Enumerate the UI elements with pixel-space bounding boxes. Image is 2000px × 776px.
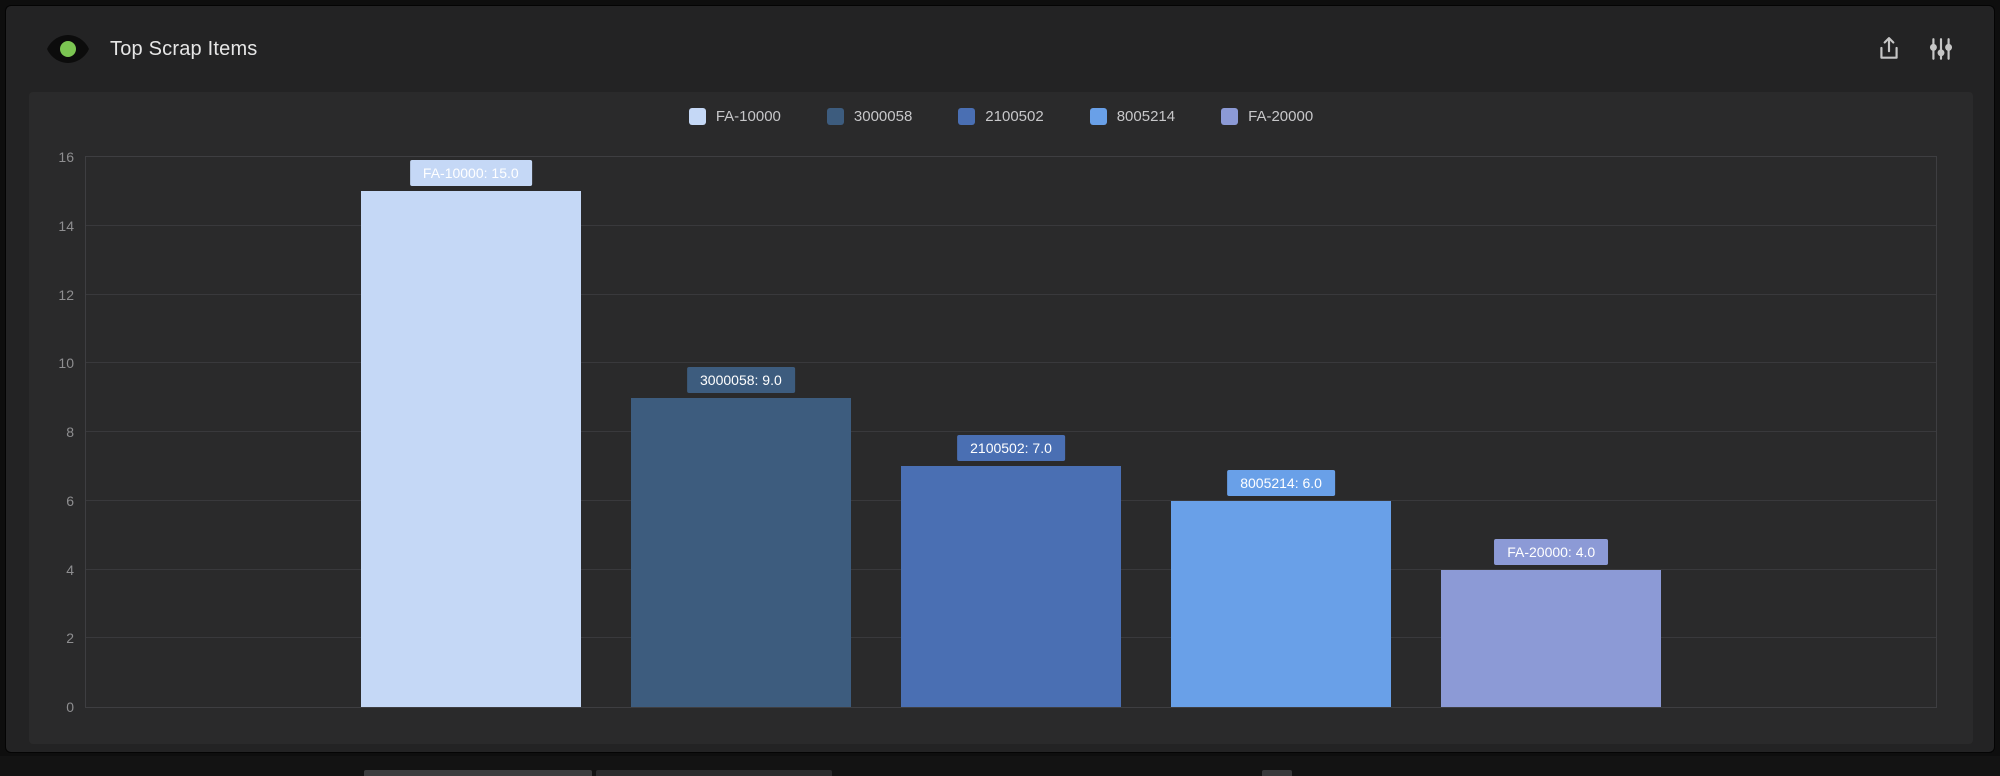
gridline <box>86 362 1936 364</box>
legend-label: FA-10000 <box>715 108 781 125</box>
header-actions <box>1874 34 1956 64</box>
cropped-element-edge <box>596 770 832 776</box>
export-icon <box>1880 37 1898 59</box>
bar-value-label: FA-10000: 15.0 <box>409 160 532 187</box>
chart-widget-window: Top Scrap Items FA-10000 3000058 2100502 80… <box>5 5 1995 753</box>
plot-area: 0 2 4 6 8 10 12 14 16 FA-10000: 15.0 3000058: 9.0 2… <box>58 149 1937 715</box>
widget-title: Top Scrap Items <box>110 37 258 60</box>
legend-item-FA-10000[interactable]: FA-10000 <box>688 108 781 125</box>
gridline <box>86 224 1936 226</box>
cropped-element-edge <box>1262 770 1292 776</box>
bar-value-label: 2100502: 7.0 <box>957 435 1065 462</box>
y-axis-tick-label: 14 <box>58 217 74 234</box>
legend-label: 2100502 <box>985 108 1044 125</box>
export-button[interactable] <box>1874 34 1904 64</box>
legend-item-2100502[interactable]: 2100502 <box>958 108 1044 125</box>
gridline <box>86 293 1936 295</box>
chart-card: FA-10000 3000058 2100502 8005214 FA-20000 0 2… <box>29 92 1973 744</box>
legend-swatch <box>688 108 706 125</box>
bar-2100502[interactable] <box>900 466 1122 707</box>
eye-icon <box>47 35 89 63</box>
legend-item-3000058[interactable]: 3000058 <box>826 108 913 125</box>
legend-swatch <box>1221 108 1239 125</box>
bar-8005214[interactable] <box>1171 500 1392 707</box>
bar-3000058[interactable] <box>630 397 851 707</box>
y-axis-tick-label: 0 <box>66 699 74 715</box>
gridline <box>86 431 1936 432</box>
y-axis-tick-label: 8 <box>66 424 74 440</box>
legend-swatch <box>826 108 844 125</box>
legend: FA-10000 3000058 2100502 8005214 FA-20000 <box>29 108 1973 125</box>
bar-value-label: FA-20000: 4.0 <box>1494 538 1609 565</box>
visibility-status-icon[interactable] <box>44 32 92 66</box>
green-status-dot <box>60 41 76 57</box>
legend-label: 3000058 <box>853 108 913 125</box>
cropped-element-edge <box>364 770 592 776</box>
bar-FA-10000[interactable] <box>360 191 581 707</box>
y-axis-tick-label: 16 <box>58 149 74 165</box>
bar-value-label: 8005214: 6.0 <box>1227 469 1335 496</box>
legend-item-FA-20000[interactable]: FA-20000 <box>1221 108 1313 125</box>
bar-value-label: 3000058: 9.0 <box>687 366 795 393</box>
bar-FA-20000[interactable] <box>1441 569 1662 707</box>
y-axis-tick-label: 2 <box>66 630 74 647</box>
legend-swatch <box>958 108 976 125</box>
cropped-content-below <box>0 756 2000 776</box>
y-axis-tick-label: 12 <box>58 286 74 303</box>
y-axis-tick-label: 10 <box>58 355 74 372</box>
settings-button[interactable] <box>1926 34 1956 64</box>
legend-swatch <box>1089 108 1107 125</box>
legend-label: 8005214 <box>1116 108 1176 125</box>
y-axis-tick-label: 4 <box>66 561 74 578</box>
legend-item-8005214[interactable]: 8005214 <box>1089 108 1176 125</box>
sliders-icon <box>1929 38 1953 60</box>
y-axis-tick-label: 6 <box>66 492 74 509</box>
legend-label: FA-20000 <box>1248 108 1314 125</box>
widget-header: Top Scrap Items <box>6 6 1994 92</box>
